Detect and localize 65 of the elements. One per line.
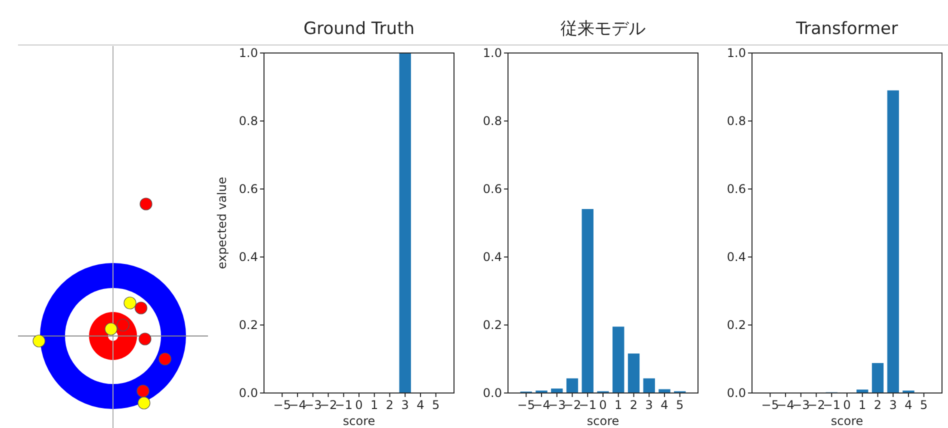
x-tick-label: 2 <box>386 398 394 412</box>
y-tick-label: 0.8 <box>238 114 258 128</box>
bar <box>886 90 900 394</box>
y-tick-label: 0.0 <box>482 386 502 400</box>
bar <box>612 326 625 394</box>
x-tick-label: −4 <box>776 398 794 412</box>
y-tick-label: 0.2 <box>726 318 746 332</box>
x-tick-label: 1 <box>858 398 866 412</box>
bar <box>581 208 594 394</box>
x-axis-title: score <box>342 414 376 428</box>
chart-title: Ground Truth <box>303 19 415 39</box>
x-tick-label: −3 <box>792 398 810 412</box>
x-tick-label: −4 <box>532 398 550 412</box>
x-tick-label: −5 <box>761 398 779 412</box>
x-tick-label: −5 <box>273 398 291 412</box>
x-tick-label: 3 <box>645 398 653 412</box>
y-tick-label: 1.0 <box>726 46 746 60</box>
x-tick-label: 2 <box>874 398 882 412</box>
bar <box>627 352 640 394</box>
y-tick-label: 0.6 <box>238 182 258 196</box>
bar <box>566 378 579 394</box>
x-tick-label: 4 <box>660 398 668 412</box>
y-tick-label: 1.0 <box>482 46 502 60</box>
x-tick-label: 4 <box>904 398 912 412</box>
x-tick-label: 1 <box>614 398 622 412</box>
x-tick-label: 5 <box>676 398 684 412</box>
x-tick-label: −5 <box>517 398 535 412</box>
x-tick-label: 0 <box>355 398 363 412</box>
y-tick-label: 0.4 <box>726 250 746 264</box>
x-tick-label: 1 <box>370 398 378 412</box>
y-tick-label: 0.2 <box>238 318 258 332</box>
y-axis-title: expected value <box>215 176 229 270</box>
chart-title: Transformer <box>794 19 898 39</box>
x-tick-label: −3 <box>548 398 566 412</box>
y-tick-label: 0.0 <box>238 386 258 400</box>
chart-title: 従来モデル <box>560 19 646 39</box>
y-tick-label: 0.6 <box>726 182 746 196</box>
x-tick-label: −3 <box>304 398 322 412</box>
x-tick-label: −4 <box>288 398 306 412</box>
x-tick-label: 0 <box>599 398 607 412</box>
x-tick-label: 4 <box>416 398 424 412</box>
bar <box>642 378 656 394</box>
y-tick-label: 1.0 <box>238 46 258 60</box>
y-tick-label: 0.2 <box>482 318 502 332</box>
x-tick-label: −2 <box>807 398 826 412</box>
y-tick-label: 0.0 <box>726 386 746 400</box>
x-tick-label: −1 <box>822 398 840 412</box>
x-tick-label: 3 <box>401 398 409 412</box>
x-tick-label: 3 <box>889 398 897 412</box>
x-tick-label: 5 <box>432 398 440 412</box>
y-tick-label: 0.8 <box>482 114 502 128</box>
x-tick-label: 5 <box>920 398 928 412</box>
x-tick-label: −1 <box>334 398 352 412</box>
y-tick-label: 0.4 <box>238 250 258 264</box>
x-tick-label: 2 <box>630 398 638 412</box>
y-tick-label: 0.4 <box>482 250 502 264</box>
x-axis-title: score <box>586 414 620 428</box>
x-tick-label: −1 <box>578 398 596 412</box>
x-tick-label: −2 <box>319 398 338 412</box>
y-tick-label: 0.6 <box>482 182 502 196</box>
y-tick-label: 0.8 <box>726 114 746 128</box>
x-tick-label: 0 <box>843 398 851 412</box>
bar <box>871 362 884 394</box>
x-axis-title: score <box>830 414 864 428</box>
x-tick-label: −2 <box>563 398 582 412</box>
